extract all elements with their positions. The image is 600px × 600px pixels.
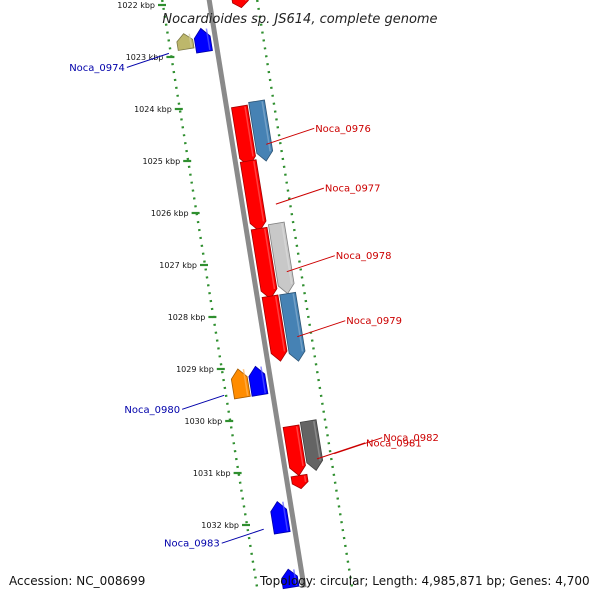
label-leader-noca-0980 [181,394,225,410]
gene-arrow-3-highlight [205,28,211,51]
gene-label-noca-0982[interactable]: Noca_0982 [383,433,439,444]
gene-arrow-noca-0977-body [239,159,267,232]
gene-arrow-1-body [231,0,249,9]
scale-tick-label: 1028 kbp [168,313,206,322]
gene-arrow-noca-0977-highlight [253,161,265,222]
label-leader-noca-0974 [126,52,170,68]
genome-backbone [206,0,307,588]
gene-arrow-17-highlight [292,569,298,586]
label-leader-noca-0976 [266,127,315,145]
scale-tick-label: 1023 kbp [126,53,164,62]
gene-arrow-noca-0981-highlight [295,426,304,466]
gene-arrow-10-body [279,291,306,362]
gene-arrow-noca-0982[interactable] [299,419,324,471]
gene-arrow-noca-0978-highlight [263,228,276,290]
backbone-layer [206,0,307,588]
scale-tick-label: 1024 kbp [134,105,172,114]
gene-arrow-noca-0977[interactable] [239,159,267,232]
gene-arrow-8[interactable] [267,221,295,295]
gene-label-noca-0979[interactable]: Noca_0979 [346,316,402,327]
gene-arrow-5-body [248,99,274,162]
gene-arrow-15-body [290,473,309,490]
label-leader-noca-0983 [221,528,264,544]
gene-label-noca-0974[interactable]: Noca_0974 [69,63,125,74]
scale-tick-label: 1027 kbp [159,261,197,270]
gene-label-noca-0977[interactable]: Noca_0977 [325,184,381,195]
gene-arrow-noca-0976-highlight [244,106,254,157]
scale-tick-label: 1031 kbp [193,469,231,478]
gene-arrow-noca-0980-body [230,368,251,400]
gene-arrow-15[interactable] [290,473,309,490]
gene-label-noca-0980[interactable]: Noca_0980 [124,405,180,416]
gene-arrow-8-highlight [281,223,293,284]
label-leader-noca-0977 [275,187,325,205]
gene-arrow-1[interactable] [231,0,249,9]
scale-layer: 1022 kbp 1023 kbp 1024 kbp 1025 kbp 1026 kbp… [117,0,354,588]
gene-arrow-noca-0978[interactable] [250,226,278,300]
gene-arrow-noca-0982-body [299,419,324,471]
gene-arrow-12[interactable] [248,365,269,397]
gene-arrow-noca-0980-highlight [242,369,249,396]
scale-tick-label: 1025 kbp [142,157,180,166]
scale-rail-right [255,0,354,588]
gene-label-noca-0978[interactable]: Noca_0978 [336,251,392,262]
scale-tick-label: 1022 kbp [117,1,155,10]
gene-arrow-17[interactable] [281,568,300,590]
gene-arrow-noca-0981[interactable] [282,424,306,477]
label-leader-noca-0978 [286,255,335,273]
scale-tick-label: 1029 kbp [176,365,214,374]
accession-text: Accession: NC_008699 [9,574,146,588]
label-leader-noca-0979 [297,320,346,338]
genome-stats-text: Topology: circular; Length: 4,985,871 bp… [260,574,590,588]
gene-arrow-noca-0983-highlight [282,501,289,532]
scale-tick-label: 1026 kbp [151,209,189,218]
gene-arrow-10-highlight [292,293,304,352]
gene-arrow-15-highlight [303,475,307,482]
gene-layer [176,0,324,590]
gene-arrow-noca-0980[interactable] [230,368,251,400]
map-title: Nocardioides sp. JS614, complete genome [162,12,437,27]
gene-arrow-noca-0983-body [270,501,291,535]
gene-arrow-3[interactable] [193,27,213,54]
gene-arrow-noca-0979[interactable] [261,294,288,362]
scale-rail-left [160,0,259,588]
scale-tick-label: 1030 kbp [184,417,222,426]
gene-arrow-noca-0974[interactable] [176,33,195,51]
label-layer: Noca_0974 Noca_0976 Noca_0977 Noca_0978 Noca… [69,52,439,550]
gene-arrow-noca-0979-highlight [274,296,286,352]
gene-arrow-noca-0979-body [261,294,288,362]
gene-arrow-noca-0983[interactable] [270,501,291,535]
gene-arrow-noca-0978-body [250,226,278,300]
gene-arrow-noca-0982-highlight [313,421,321,461]
gene-arrow-noca-0981-body [282,424,306,477]
label-leader-noca-0982 [334,437,383,455]
gene-arrow-noca-0974-highlight [188,33,193,48]
gene-arrow-noca-0976[interactable] [231,104,256,167]
scale-tick-label: 1032 kbp [201,521,239,530]
gene-label-noca-0983[interactable]: Noca_0983 [164,539,220,550]
gene-arrow-noca-0974-body [176,33,195,51]
gene-arrow-10[interactable] [279,291,306,362]
gene-label-noca-0981[interactable]: Noca_0981 [366,438,422,449]
gene-arrow-12-highlight [260,366,267,394]
gene-label-noca-0976[interactable]: Noca_0976 [315,124,371,135]
gene-arrow-8-body [267,221,295,295]
gene-arrow-12-body [248,365,269,397]
